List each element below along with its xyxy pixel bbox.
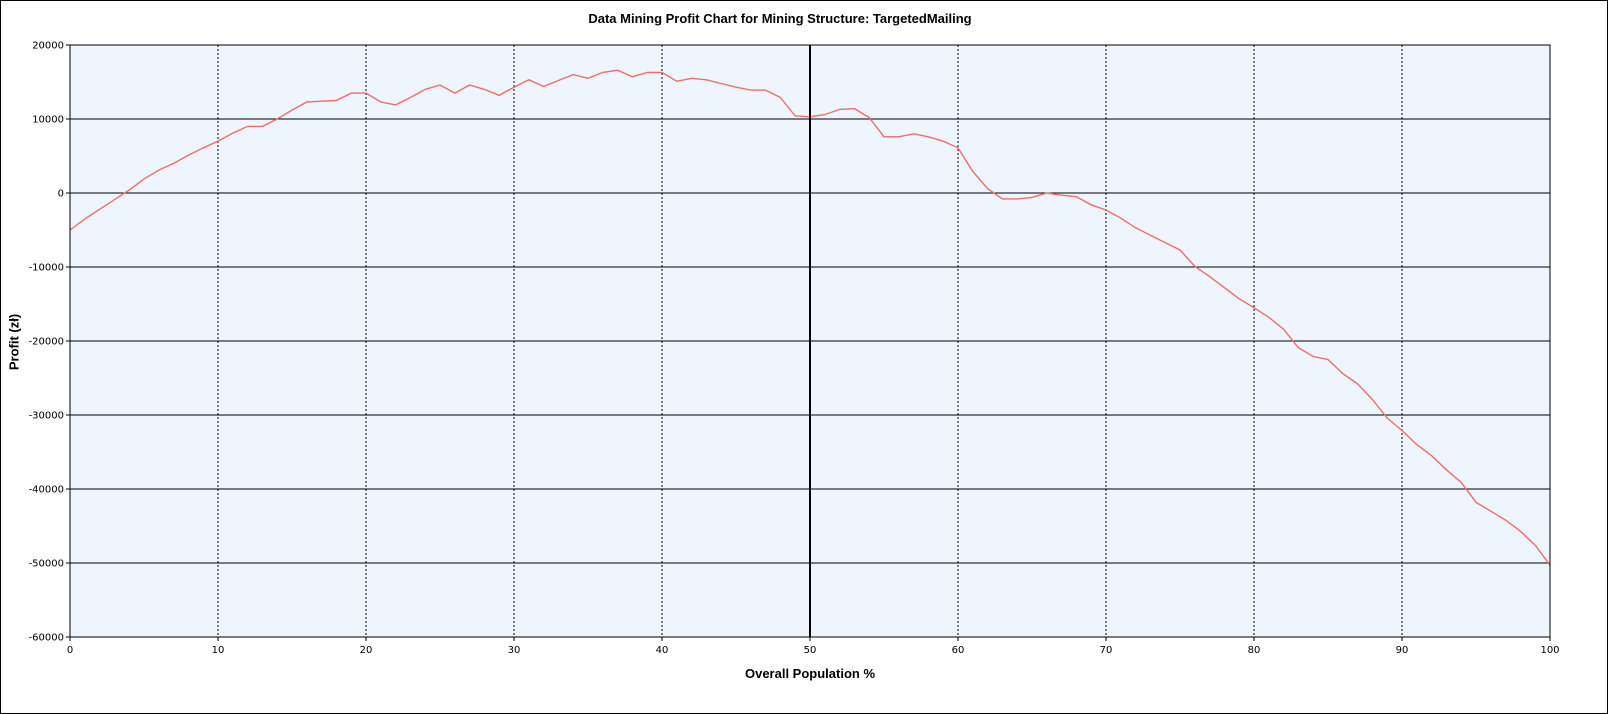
y-tick-label: -40000 — [29, 485, 64, 496]
x-tick-label: 90 — [1396, 645, 1409, 656]
y-tick-label: -20000 — [29, 337, 64, 348]
x-tick-label: 10 — [212, 645, 225, 656]
x-tick-label: 60 — [952, 645, 965, 656]
x-tick-label: 80 — [1248, 645, 1261, 656]
x-tick-label: 50 — [804, 645, 817, 656]
x-axis-title: Overall Population % — [744, 666, 876, 681]
y-tick-label: 0 — [58, 189, 64, 200]
y-tick-label: 10000 — [32, 115, 64, 126]
y-tick-label: 20000 — [32, 41, 64, 52]
x-tick-label: 20 — [360, 645, 373, 656]
x-tick-label: 0 — [67, 645, 73, 656]
x-tick-label: 40 — [656, 645, 669, 656]
y-tick-label: -10000 — [29, 263, 64, 274]
y-tick-label: -30000 — [29, 411, 64, 422]
x-tick-label: 70 — [1100, 645, 1113, 656]
x-tick-label: 100 — [1540, 645, 1559, 656]
y-tick-label: -60000 — [29, 633, 64, 644]
plot-border — [69, 44, 1551, 638]
y-tick-label: -50000 — [29, 559, 64, 570]
chart-title: Data Mining Profit Chart for Mining Stru… — [588, 11, 972, 26]
x-tick-label: 30 — [508, 645, 521, 656]
